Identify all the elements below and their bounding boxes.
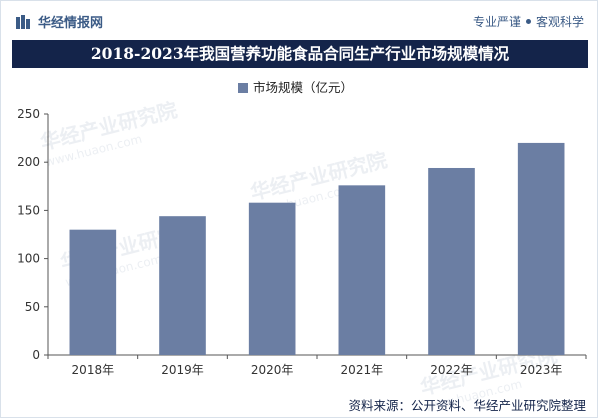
y-tick-label: 150	[17, 203, 40, 217]
y-tick-label: 200	[17, 155, 40, 169]
bar-2018年[interactable]	[69, 229, 117, 355]
bars	[69, 142, 565, 355]
x-tick-label: 2022年	[430, 363, 473, 377]
y-tick-label: 100	[17, 252, 40, 266]
slogan-right: 客观科学	[535, 15, 584, 29]
y-axis: 0 50 100 150 200 250	[17, 107, 49, 362]
brand-name: 华经情报网	[38, 16, 104, 31]
chart-title: 2018-2023年我国营养功能食品合同生产行业市场规模情况	[12, 40, 588, 68]
legend: 市场规模（亿元）	[238, 80, 353, 95]
slogan-left: 专业严谨	[472, 15, 521, 29]
x-tick-label: 2021年	[341, 363, 384, 377]
x-axis: 2018年 2019年 2020年 2021年 2022年 2023年	[47, 354, 587, 377]
y-tick-label: 0	[32, 348, 40, 362]
bar-2019年[interactable]	[159, 216, 206, 355]
x-tick-label: 2020年	[251, 363, 294, 377]
top-bar: 华经情报网 专业严谨 客观科学	[0, 0, 600, 36]
slogan: 专业严谨 客观科学	[473, 13, 584, 30]
x-tick-label: 2023年	[520, 363, 563, 377]
bar-chart: 市场规模（亿元） 0 50 100 150 200 250 2018年 2019年 2020年…	[17, 80, 587, 377]
bar-2023年[interactable]	[517, 142, 565, 355]
x-tick-label: 2019年	[161, 363, 204, 377]
y-tick-label: 50	[25, 300, 40, 314]
brand[interactable]: 华经情报网	[16, 12, 103, 31]
bullet-icon	[525, 19, 531, 24]
x-tick-label: 2018年	[72, 363, 115, 377]
legend-swatch	[238, 83, 248, 93]
bar-2022年[interactable]	[428, 167, 475, 355]
bar-2020年[interactable]	[248, 202, 296, 355]
legend-label: 市场规模（亿元）	[253, 80, 353, 95]
brand-logo-icon	[16, 14, 30, 29]
bar-2021年[interactable]	[338, 185, 386, 355]
source-note: 资料来源：公开资料、华经产业研究院整理	[348, 398, 586, 413]
y-tick-label: 250	[17, 107, 40, 121]
